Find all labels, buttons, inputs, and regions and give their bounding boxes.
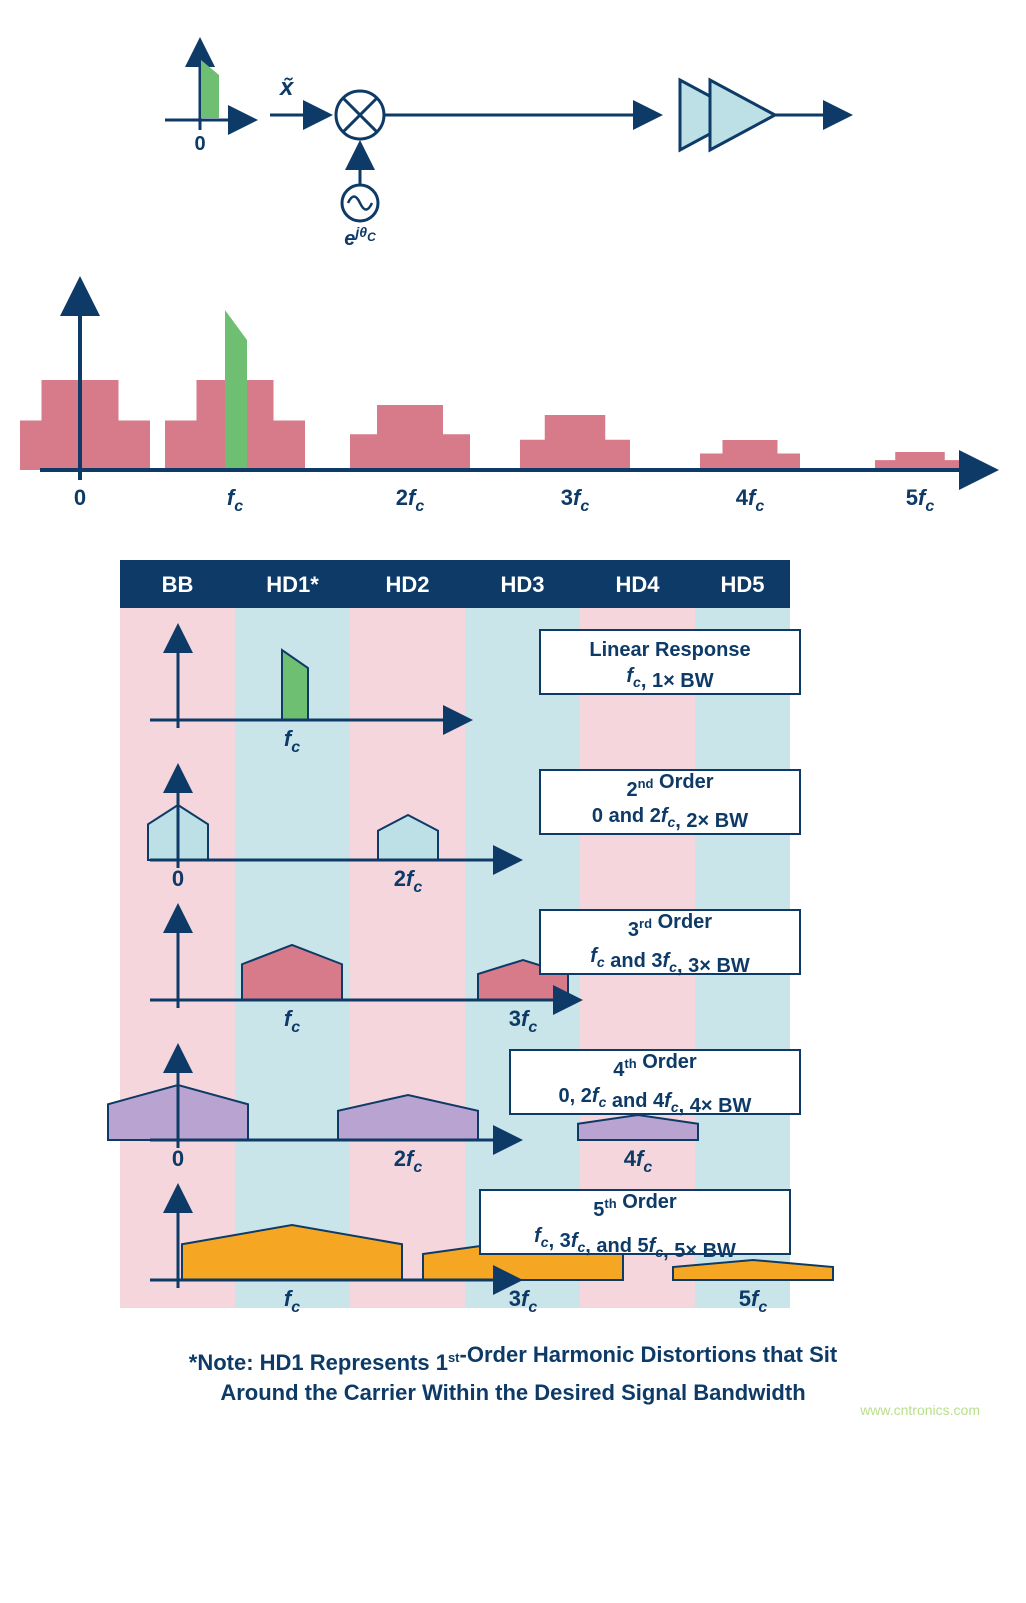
hd-col-bg	[350, 608, 465, 1308]
svg-text:5fc: 5fc	[906, 485, 935, 515]
svg-text:0: 0	[172, 1146, 184, 1171]
signal-spike	[225, 310, 247, 468]
svg-text:fc: fc	[227, 485, 243, 515]
hd-header-bg	[120, 560, 790, 608]
svg-text:3fc: 3fc	[561, 485, 590, 515]
footnote-line2: Around the Carrier Within the Desired Si…	[220, 1380, 805, 1405]
svg-text:0: 0	[172, 866, 184, 891]
svg-text:0: 0	[74, 485, 86, 510]
hd-header-cell: HD1*	[266, 572, 319, 597]
watermark: www.cntronics.com	[859, 1402, 980, 1418]
zero-label: 0	[194, 133, 205, 155]
hd-header-cell: HD4	[615, 572, 660, 597]
hd-header-cell: HD3	[500, 572, 544, 597]
harmonic-shape	[20, 380, 150, 470]
hd-table: BBHD1*HD2HD3HD4HD5 fcLinear Responsefc, …	[20, 560, 1006, 1420]
amplifier-icon	[680, 80, 775, 150]
harmonic-shape	[875, 452, 965, 470]
svg-text:4fc: 4fc	[736, 485, 765, 515]
osc-label: ejθC	[344, 224, 376, 250]
mixer-icon	[336, 91, 384, 139]
hd-desc-line1: Linear Response	[589, 639, 750, 661]
footnote-line1: *Note: HD1 Represents 1st-Order Harmonic…	[189, 1342, 838, 1375]
harmonic-shape	[350, 405, 470, 470]
block-diagram-svg: 0 x̃ ejθC	[20, 20, 1006, 250]
baseband-spectrum-icon: 0	[165, 40, 255, 155]
hd-header-cell: HD2	[385, 572, 429, 597]
spectrum-svg: 0 fc 2fc 3fc 4fc 5fc	[20, 250, 1006, 530]
hd-header-cell: HD5	[720, 572, 764, 597]
oscillator-icon	[342, 185, 378, 221]
hd-header-cell: BB	[162, 572, 194, 597]
x-tilde-label: x̃	[278, 74, 295, 101]
harmonic-spectrum: 0 fc 2fc 3fc 4fc 5fc	[20, 250, 1006, 530]
harmonic-shape	[520, 415, 630, 470]
top-block-diagram: 0 x̃ ejθC	[20, 20, 1006, 250]
harmonic-shape	[700, 440, 800, 470]
hd-table-svg: BBHD1*HD2HD3HD4HD5 fcLinear Responsefc, …	[20, 560, 1006, 1420]
svg-text:2fc: 2fc	[396, 485, 425, 515]
